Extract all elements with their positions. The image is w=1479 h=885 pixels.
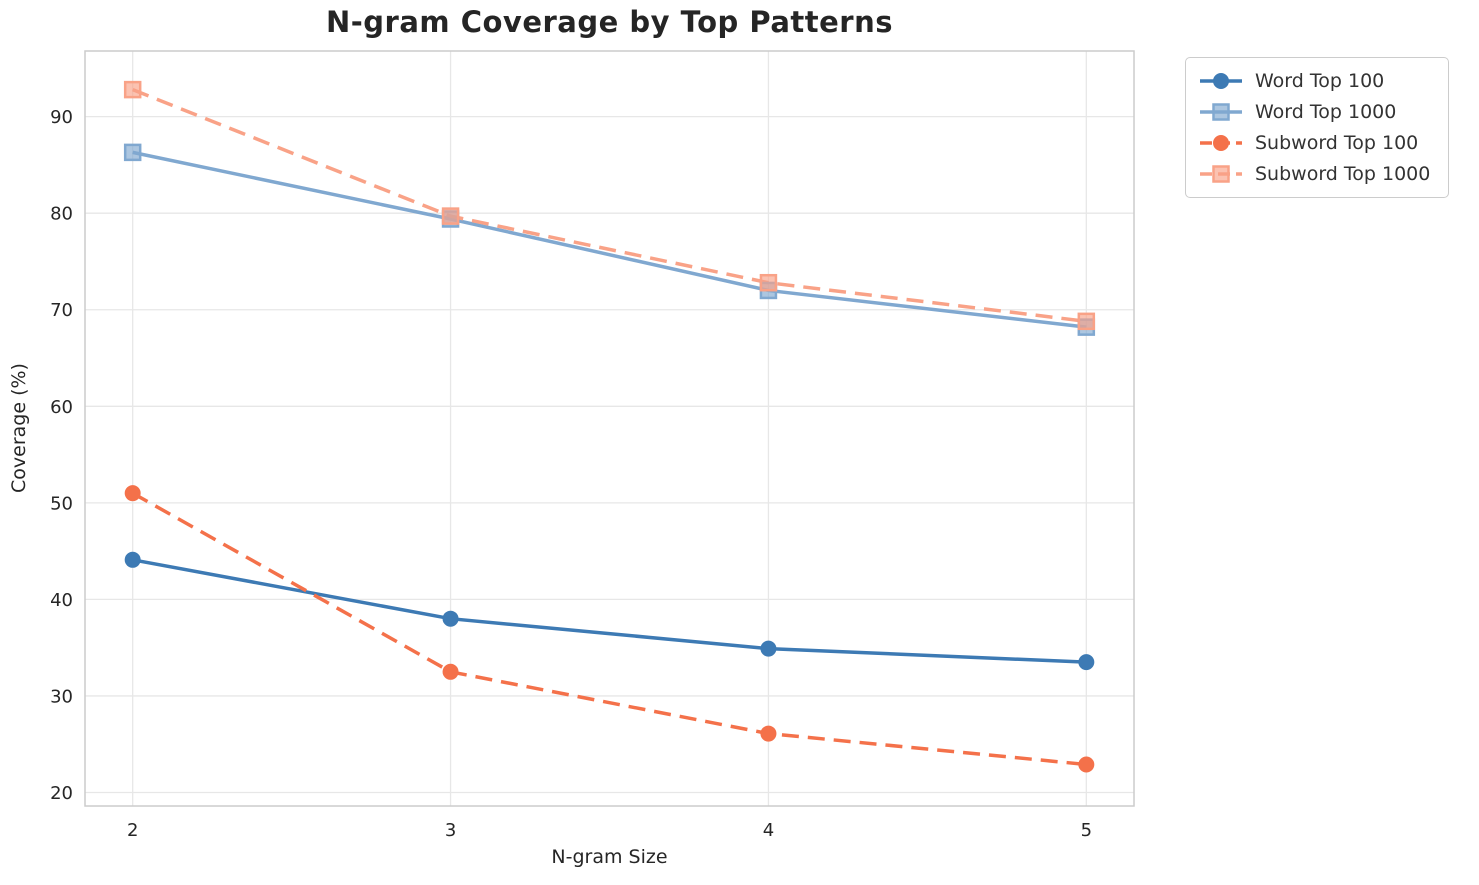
data-point [124, 551, 141, 568]
y-tick-label: 70 [50, 300, 73, 321]
legend-circle-marker-icon [1200, 73, 1242, 89]
y-axis-label: Coverage (%) [8, 363, 30, 493]
legend-item: Word Top 1000 [1198, 100, 1430, 124]
y-tick-label: 90 [50, 107, 73, 128]
series-line-1 [132, 150, 1087, 329]
x-tick-label: 2 [127, 820, 138, 841]
series-line-0 [132, 558, 1087, 664]
data-point [442, 610, 459, 627]
axes-spines [84, 50, 1135, 807]
data-point [123, 143, 142, 162]
legend-item: Word Top 100 [1198, 69, 1430, 93]
x-tick-label: 3 [445, 820, 456, 841]
data-point [442, 663, 459, 680]
y-tick-label: 30 [50, 686, 73, 707]
data-point [759, 273, 778, 292]
data-point [760, 725, 777, 742]
legend-item: Subword Top 100 [1198, 131, 1430, 155]
data-point [123, 80, 142, 99]
y-tick-label: 80 [50, 204, 73, 225]
data-point [1078, 654, 1095, 671]
data-point [1078, 756, 1095, 773]
legend-circle-marker-icon [1200, 135, 1242, 151]
legend: Word Top 100 Word Top 1000 Subword Top 100… [1185, 57, 1450, 198]
legend-label: Word Top 1000 [1255, 101, 1397, 123]
series-line-2 [131, 491, 1087, 767]
y-tick-label: 20 [50, 783, 73, 804]
x-tick-label: 5 [1081, 820, 1092, 841]
legend-square-marker-icon [1200, 103, 1242, 121]
x-tick-label: 4 [763, 820, 774, 841]
y-tick-label: 50 [50, 493, 73, 514]
legend-label: Subword Top 1000 [1255, 163, 1431, 185]
data-point [441, 207, 460, 225]
legend-item: Subword Top 1000 [1198, 162, 1430, 186]
chart-title: N-gram Coverage by Top Patterns [325, 5, 894, 39]
y-tick-label: 60 [50, 397, 73, 418]
legend-label: Subword Top 100 [1255, 132, 1419, 154]
y-tick-label: 40 [50, 590, 73, 611]
x-axis-label: N-gram Size [551, 846, 668, 868]
series-line-3 [132, 87, 1087, 324]
legend-label: Word Top 100 [1255, 70, 1385, 92]
data-point [124, 485, 141, 502]
data-point [1077, 312, 1096, 331]
legend-square-marker-icon [1200, 165, 1242, 183]
data-point [760, 640, 777, 657]
